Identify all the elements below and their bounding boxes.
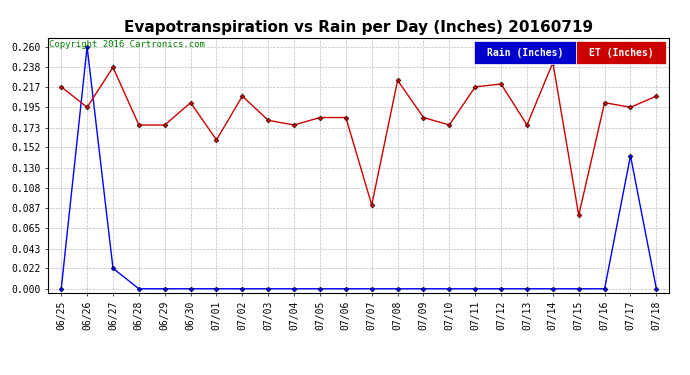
Text: Copyright 2016 Cartronics.com: Copyright 2016 Cartronics.com <box>49 40 205 49</box>
FancyBboxPatch shape <box>474 41 576 64</box>
Title: Evapotranspiration vs Rain per Day (Inches) 20160719: Evapotranspiration vs Rain per Day (Inch… <box>124 20 593 35</box>
FancyBboxPatch shape <box>576 41 667 64</box>
Text: ET (Inches): ET (Inches) <box>589 48 653 58</box>
Text: Rain (Inches): Rain (Inches) <box>486 48 563 58</box>
